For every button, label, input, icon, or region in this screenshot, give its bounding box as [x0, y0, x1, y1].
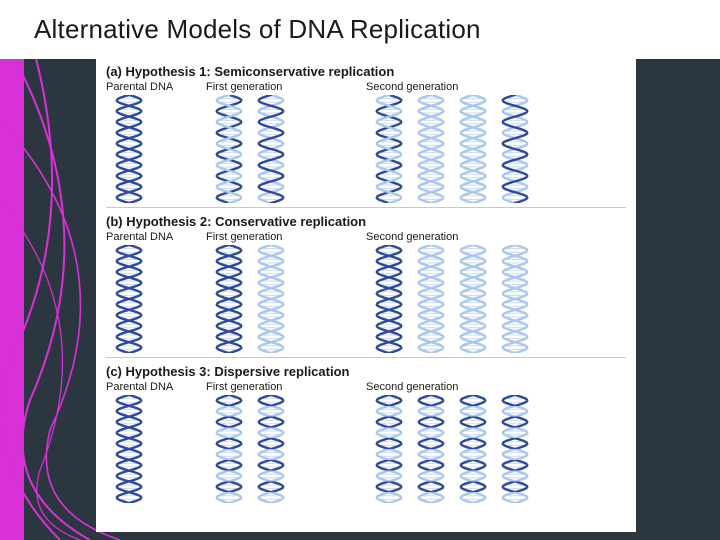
- dna-helix-icon: [414, 245, 448, 353]
- slide-title: Alternative Models of DNA Replication: [34, 14, 720, 45]
- panel-divider: [106, 357, 626, 358]
- column-label: First generation: [206, 81, 366, 93]
- dna-helix-icon: [372, 395, 406, 503]
- helix-cell: [106, 395, 206, 503]
- dna-helix-icon: [498, 95, 532, 203]
- column-labels: Parental DNAFirst generationSecond gener…: [106, 81, 626, 93]
- panel-c: (c) Hypothesis 3: Dispersive replication…: [106, 364, 626, 503]
- column-label: First generation: [206, 381, 366, 393]
- dna-helix-icon: [112, 395, 146, 503]
- dna-helix-icon: [112, 245, 146, 353]
- helix-row: [106, 95, 626, 203]
- panel-title: (c) Hypothesis 3: Dispersive replication: [106, 364, 626, 379]
- helix-row: [106, 395, 626, 503]
- dna-helix-icon: [498, 245, 532, 353]
- dna-helix-icon: [498, 395, 532, 503]
- helix-cell: [206, 245, 366, 353]
- panel-title: (a) Hypothesis 1: Semiconservative repli…: [106, 64, 626, 79]
- column-label: Second generation: [366, 81, 606, 93]
- helix-cell: [366, 395, 606, 503]
- panel-divider: [106, 207, 626, 208]
- column-label: Parental DNA: [106, 381, 206, 393]
- dna-helix-icon: [254, 245, 288, 353]
- title-bar: Alternative Models of DNA Replication: [0, 0, 720, 59]
- dna-helix-icon: [456, 395, 490, 503]
- dna-helix-icon: [456, 245, 490, 353]
- dna-helix-icon: [112, 95, 146, 203]
- panel-a: (a) Hypothesis 1: Semiconservative repli…: [106, 64, 626, 203]
- column-label: Second generation: [366, 231, 606, 243]
- dna-helix-icon: [372, 245, 406, 353]
- helix-row: [106, 245, 626, 353]
- dna-helix-icon: [254, 95, 288, 203]
- panel-b: (b) Hypothesis 2: Conservative replicati…: [106, 214, 626, 353]
- column-label: Second generation: [366, 381, 606, 393]
- dna-helix-icon: [414, 395, 448, 503]
- accent-band: [0, 0, 24, 540]
- dna-helix-icon: [414, 95, 448, 203]
- helix-cell: [206, 95, 366, 203]
- column-labels: Parental DNAFirst generationSecond gener…: [106, 381, 626, 393]
- dna-helix-icon: [254, 395, 288, 503]
- figure-dna-models: (a) Hypothesis 1: Semiconservative repli…: [96, 58, 636, 532]
- helix-cell: [366, 245, 606, 353]
- column-labels: Parental DNAFirst generationSecond gener…: [106, 231, 626, 243]
- column-label: Parental DNA: [106, 81, 206, 93]
- dna-helix-icon: [456, 95, 490, 203]
- panel-title: (b) Hypothesis 2: Conservative replicati…: [106, 214, 626, 229]
- helix-cell: [206, 395, 366, 503]
- helix-cell: [106, 245, 206, 353]
- dna-helix-icon: [212, 245, 246, 353]
- column-label: Parental DNA: [106, 231, 206, 243]
- column-label: First generation: [206, 231, 366, 243]
- helix-cell: [106, 95, 206, 203]
- dna-helix-icon: [212, 95, 246, 203]
- dna-helix-icon: [212, 395, 246, 503]
- dna-helix-icon: [372, 95, 406, 203]
- helix-cell: [366, 95, 606, 203]
